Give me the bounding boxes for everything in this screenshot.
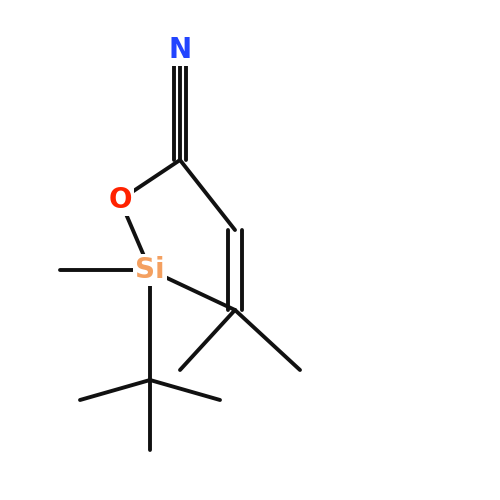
Text: Si: Si <box>135 256 165 284</box>
Text: N: N <box>168 36 192 64</box>
Text: O: O <box>108 186 132 214</box>
